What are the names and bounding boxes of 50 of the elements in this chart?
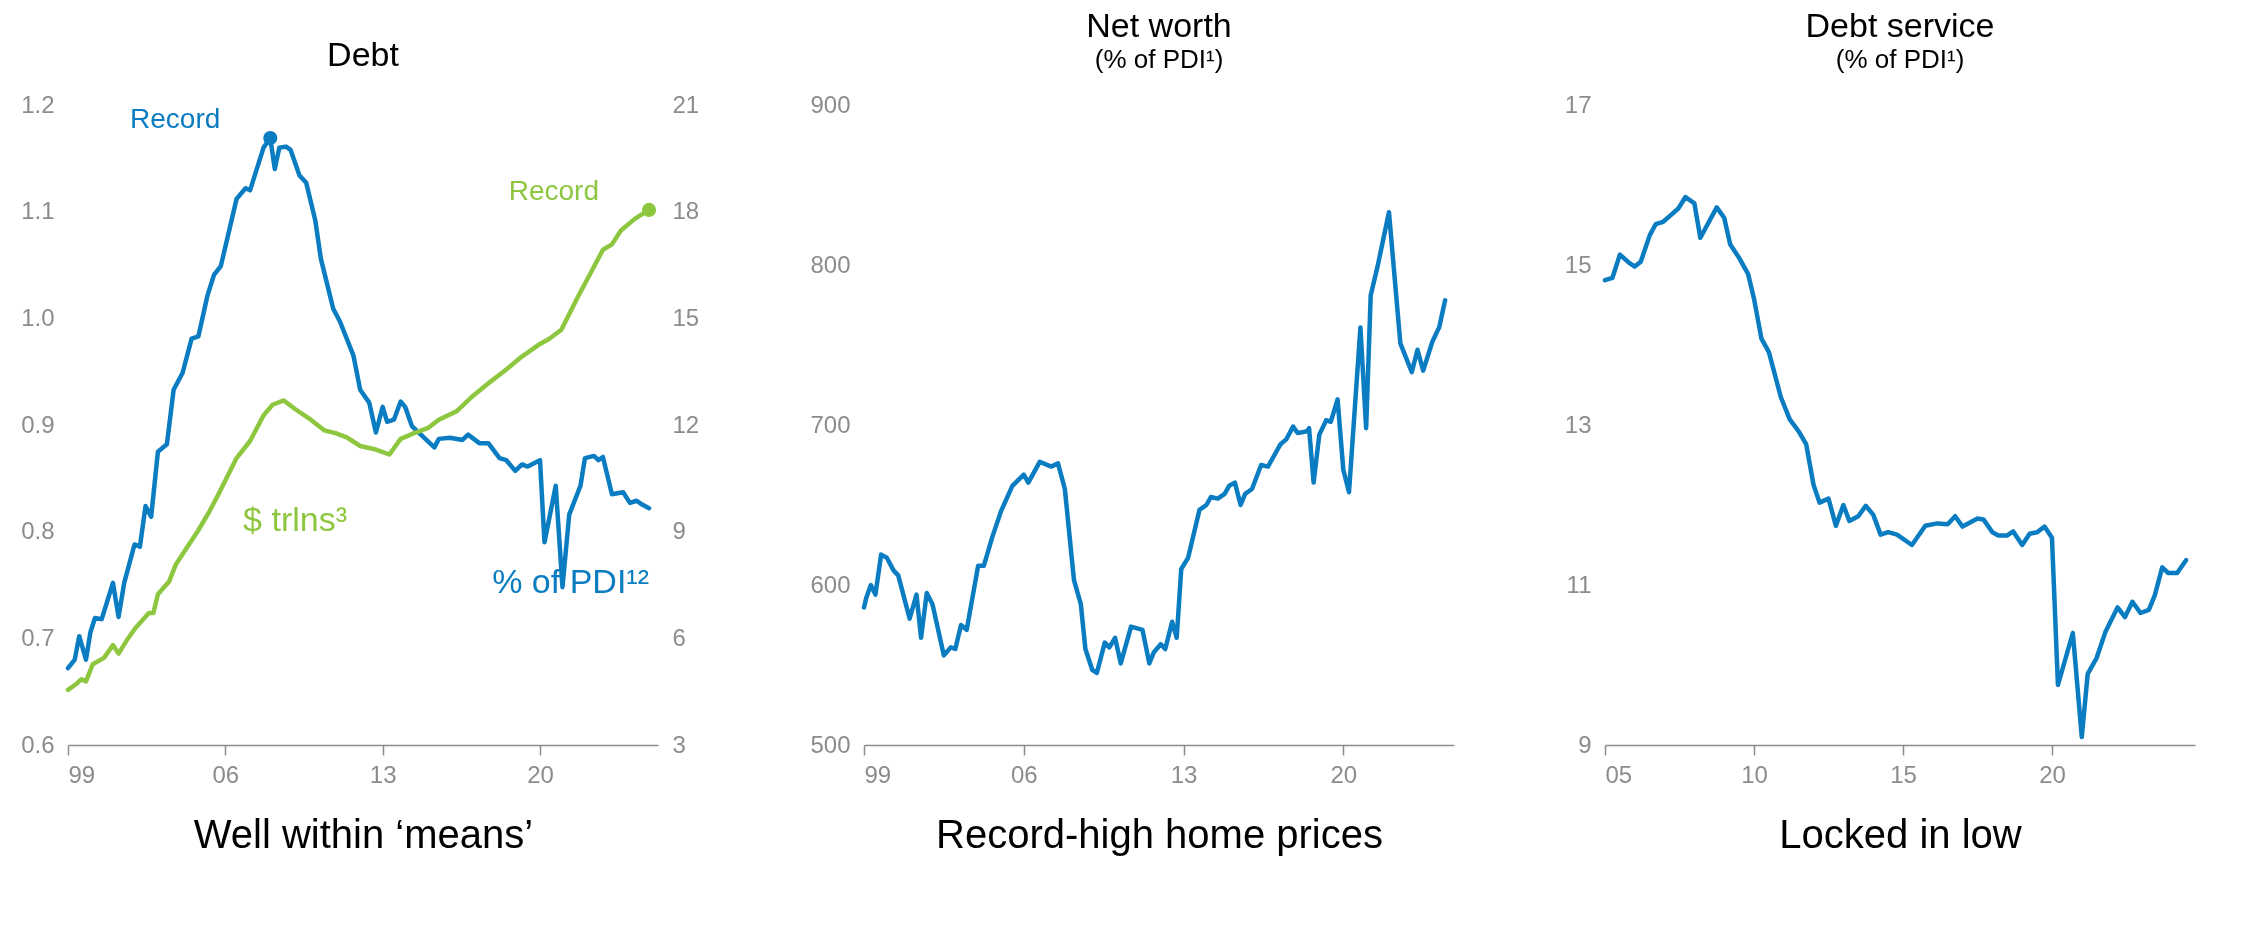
line-series: [1602, 194, 2189, 740]
x-tick-label: 20: [1330, 760, 1358, 788]
y-tick-label: 11: [1566, 570, 1592, 598]
series-label: % of PDI¹²: [492, 562, 650, 601]
x-tick-label: 20: [2039, 760, 2066, 788]
y2-tick-label: 18: [672, 197, 700, 225]
x-axis-title: Record-high home prices: [936, 811, 1383, 856]
y-tick-label: 500: [810, 730, 851, 758]
y-tick-label: 1.2: [21, 90, 55, 118]
chart-title: Net worth: [1086, 6, 1232, 44]
chart-subtitle: (% of PDI¹): [1094, 44, 1224, 74]
y-tick-label: 0.7: [21, 623, 55, 651]
x-axis-title: Well within ‘means’: [193, 811, 534, 856]
x-tick-label: 13: [369, 760, 397, 788]
y-tick-label: 17: [1564, 90, 1592, 118]
x-tick-label: 10: [1741, 760, 1768, 788]
y-tick-label: 9: [1578, 730, 1592, 758]
x-tick-label: 99: [68, 760, 96, 788]
x-tick-label: 99: [864, 760, 892, 788]
series-label: $ trlns³: [243, 500, 348, 538]
y2-tick-label: 12: [672, 410, 700, 438]
y-tick-label: 0.8: [21, 517, 55, 545]
y-tick-label: 1.0: [21, 303, 55, 331]
y2-tick-label: 21: [672, 90, 700, 118]
annotation: Record: [508, 174, 600, 206]
x-tick-label: 15: [1890, 760, 1917, 788]
y-tick-label: 13: [1564, 410, 1592, 438]
line-series: [861, 209, 1448, 676]
x-tick-label: 05: [1605, 760, 1633, 788]
x-tick-label: 13: [1170, 760, 1198, 788]
y2-tick-label: 6: [672, 623, 686, 651]
y-tick-label: 0.9: [21, 410, 55, 438]
chart-title: Debt: [327, 35, 400, 73]
y-tick-label: 1.1: [21, 197, 55, 225]
annotation: Record: [130, 103, 221, 135]
y-tick-label: 0.6: [21, 730, 55, 758]
y-tick-label: 15: [1564, 250, 1592, 278]
y-tick-label: 700: [810, 410, 851, 438]
chart-title: Debt service: [1805, 6, 1995, 44]
y-tick-label: 800: [810, 250, 851, 278]
x-tick-label: 20: [527, 760, 554, 788]
chart-subtitle: (% of PDI¹): [1835, 44, 1965, 74]
x-axis-title: Locked in low: [1779, 811, 2022, 856]
x-tick-label: 06: [212, 760, 240, 788]
y-tick-label: 600: [810, 570, 851, 598]
y-tick-label: 900: [810, 90, 851, 118]
y2-tick-label: 9: [672, 517, 686, 545]
y2-tick-label: 3: [672, 730, 686, 758]
y2-tick-label: 15: [672, 303, 700, 331]
x-tick-label: 06: [1010, 760, 1038, 788]
